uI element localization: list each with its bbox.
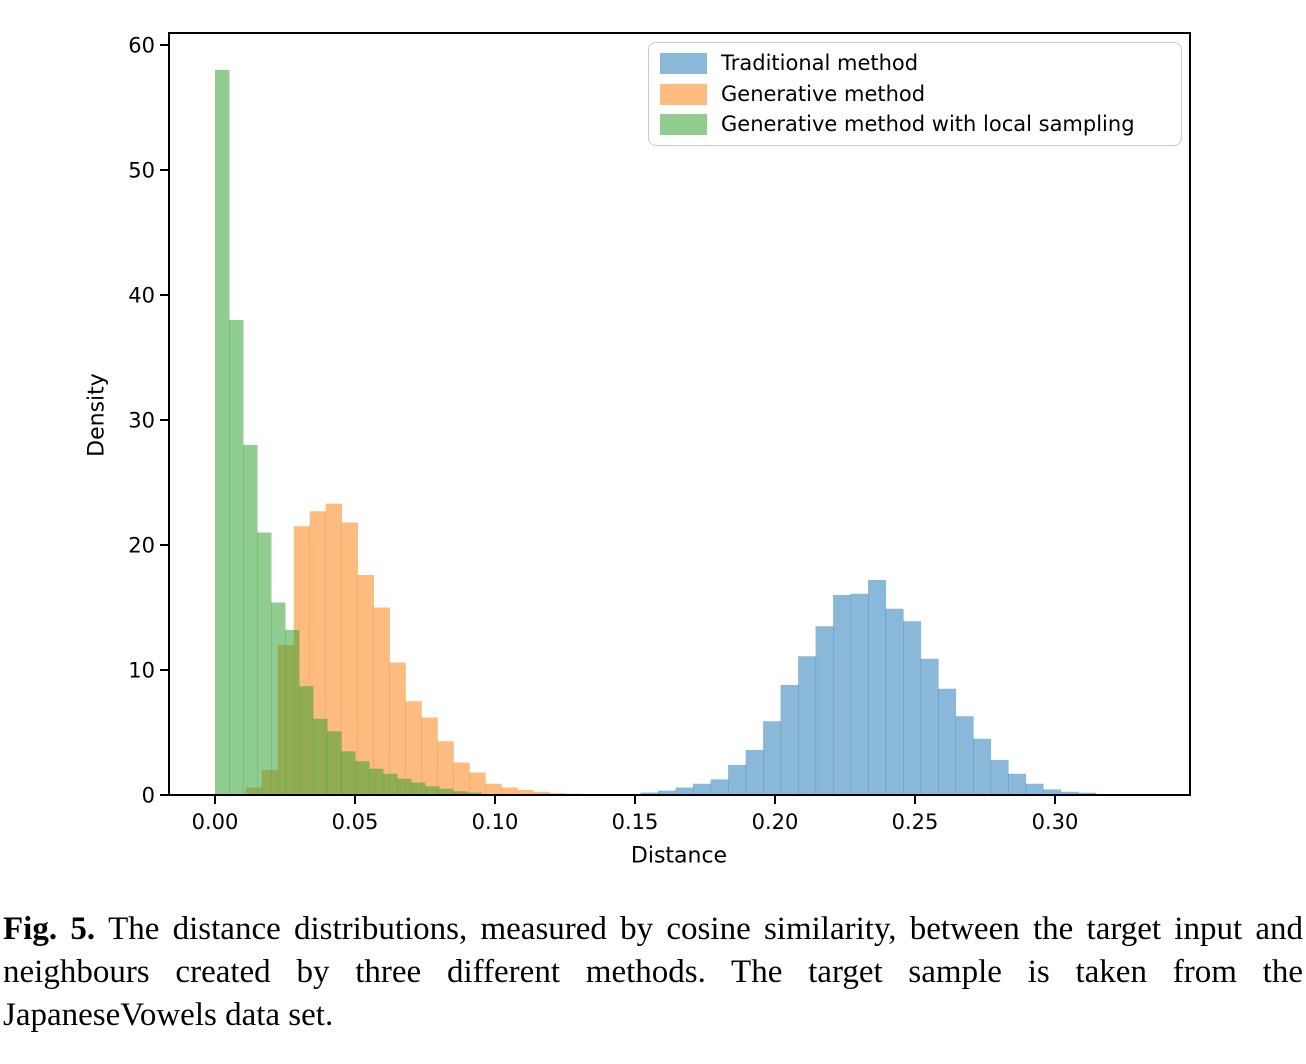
svg-text:10: 10 xyxy=(128,659,155,683)
svg-text:0.20: 0.20 xyxy=(752,810,799,834)
histogram-plot: 0.00 0.05 0.10 0.15 0.20 0.25 0.30 0 10 20 30 40 50 6… xyxy=(84,32,1191,869)
svg-text:0.15: 0.15 xyxy=(612,810,659,834)
svg-text:60: 60 xyxy=(128,34,155,58)
x-axis-label: Distance xyxy=(630,843,728,869)
legend-label-traditional-method: Traditional method xyxy=(721,50,919,75)
figure-caption: Fig. 5. The distance distributions, measu… xyxy=(0,908,1306,1037)
svg-text:0.05: 0.05 xyxy=(332,810,379,834)
figure-caption-label: Fig. 5. xyxy=(3,911,96,947)
y-axis-label: Density xyxy=(84,373,110,457)
legend-swatch-generative-method-local-sampling xyxy=(660,114,707,136)
histogram-canvas: 0.00 0.05 0.10 0.15 0.20 0.25 0.30 0 10 20 30 40 50 6… xyxy=(128,32,1191,834)
legend-label-generative-method-local-sampling: Generative method with local sampling xyxy=(721,112,1135,137)
figure-caption-text: The distance distributions, measured by … xyxy=(3,911,1304,1033)
legend: Traditional method Generative method Gen… xyxy=(648,42,1182,146)
svg-text:0.25: 0.25 xyxy=(892,810,939,834)
legend-item-generative-method: Generative method xyxy=(649,82,1181,107)
svg-text:40: 40 xyxy=(128,284,155,308)
legend-label-generative-method: Generative method xyxy=(721,81,926,106)
legend-item-generative-method-local-sampling: Generative method with local sampling xyxy=(649,112,1181,137)
legend-item-traditional-method: Traditional method xyxy=(649,51,1181,76)
legend-swatch-traditional-method xyxy=(660,52,707,74)
svg-text:0.10: 0.10 xyxy=(472,810,519,834)
svg-text:20: 20 xyxy=(128,534,155,558)
svg-text:50: 50 xyxy=(128,159,155,183)
svg-text:0.30: 0.30 xyxy=(1032,810,1079,834)
svg-text:0: 0 xyxy=(142,784,155,808)
svg-text:0.00: 0.00 xyxy=(192,810,239,834)
svg-text:30: 30 xyxy=(128,409,155,433)
legend-swatch-generative-method xyxy=(660,83,707,105)
